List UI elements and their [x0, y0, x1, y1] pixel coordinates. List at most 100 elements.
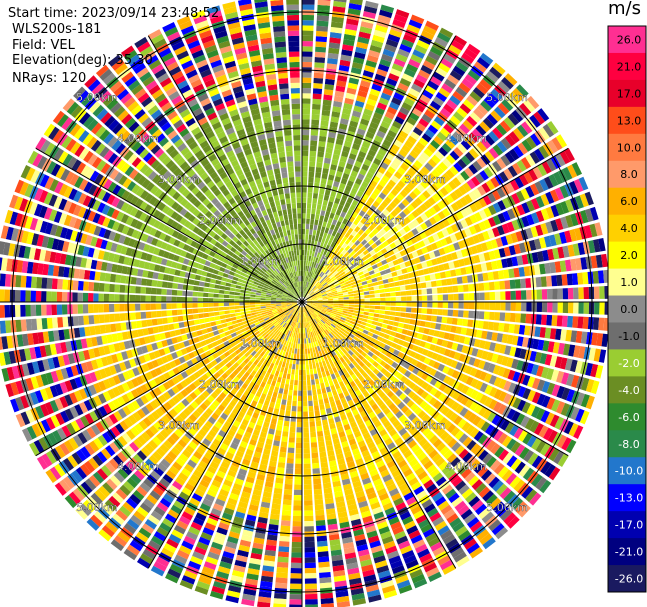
velocity-gate: [509, 279, 516, 289]
velocity-gate: [321, 237, 326, 244]
velocity-gate: [303, 307, 305, 313]
velocity-gate: [547, 288, 553, 300]
velocity-gate: [428, 266, 435, 274]
velocity-gate: [479, 170, 489, 181]
velocity-gate: [372, 333, 379, 340]
velocity-gate: [341, 49, 353, 57]
velocity-gate: [363, 311, 370, 316]
velocity-gate: [348, 175, 356, 183]
velocity-gate: [327, 201, 334, 208]
velocity-gate: [485, 179, 496, 191]
velocity-gate: [328, 300, 334, 302]
velocity-gate: [311, 114, 320, 121]
velocity-gate: [368, 270, 375, 276]
velocity-gate: [439, 559, 454, 571]
velocity-gate: [421, 302, 428, 308]
velocity-gate: [329, 465, 338, 472]
velocity-gate: [289, 583, 302, 590]
velocity-gate: [277, 393, 283, 400]
velocity-gate: [350, 392, 357, 400]
velocity-gate: [472, 86, 485, 99]
velocity-gate: [574, 195, 584, 209]
velocity-gate: [531, 212, 540, 224]
velocity-gate: [303, 437, 310, 443]
velocity-gate: [315, 46, 327, 53]
velocity-gate: [302, 4, 315, 10]
velocity-gate: [302, 77, 312, 83]
velocity-gate: [324, 381, 330, 388]
velocity-gate: [503, 116, 516, 129]
velocity-gate: [344, 213, 351, 221]
velocity-gate: [314, 288, 319, 293]
velocity-gate: [580, 257, 588, 270]
velocity-gate: [395, 501, 407, 511]
velocity-gate: [302, 317, 305, 323]
velocity-gate: [429, 100, 442, 111]
velocity-gate: [407, 168, 416, 177]
velocity-gate: [383, 225, 391, 233]
velocity-gate: [300, 307, 302, 313]
velocity-gate: [324, 189, 331, 196]
velocity-gate: [403, 172, 413, 181]
velocity-gate: [319, 231, 324, 238]
velocity-gate: [391, 432, 401, 442]
velocity-gate: [376, 346, 384, 353]
velocity-gate: [305, 229, 309, 235]
velocity-gate: [494, 526, 509, 540]
velocity-gate: [421, 246, 429, 254]
velocity-gate: [335, 501, 346, 508]
velocity-gate: [364, 0, 379, 9]
velocity-gate: [225, 595, 240, 604]
velocity-gate: [266, 539, 277, 546]
velocity-gate: [492, 480, 504, 492]
velocity-gate: [356, 259, 363, 265]
velocity-gate: [303, 281, 306, 287]
velocity-gate: [416, 263, 423, 270]
velocity-gate: [280, 366, 285, 373]
velocity-gate: [393, 239, 401, 247]
velocity-gate: [340, 211, 347, 218]
velocity-gate: [458, 258, 466, 267]
velocity-gate: [334, 283, 340, 287]
velocity-gate: [577, 272, 584, 285]
velocity-gate: [383, 217, 391, 225]
velocity-gate: [496, 333, 504, 343]
velocity-gate: [321, 318, 327, 323]
velocity-gate: [420, 213, 429, 222]
velocity-gate: [302, 103, 311, 110]
velocity-gate: [296, 317, 299, 323]
velocity-gate: [318, 350, 323, 357]
velocity-gate: [446, 398, 456, 408]
velocity-gate: [431, 337, 439, 345]
velocity-gate: [461, 52, 475, 64]
velocity-gate: [461, 275, 468, 284]
velocity-gate: [362, 249, 370, 256]
velocity-gate: [304, 348, 308, 355]
velocity-gate: [345, 283, 352, 288]
velocity-gate: [302, 150, 309, 156]
velocity-gate: [297, 395, 302, 402]
velocity-gate: [453, 293, 459, 301]
velocity-gate: [276, 467, 285, 474]
velocity-gate: [251, 494, 261, 502]
velocity-gate: [349, 278, 356, 283]
velocity-gate: [400, 545, 413, 555]
velocity-gate: [380, 375, 388, 383]
velocity-gate: [371, 83, 383, 92]
velocity-gate: [317, 0, 331, 6]
velocity-gate: [504, 312, 511, 322]
velocity-gate: [476, 57, 491, 69]
velocity-gate: [386, 77, 398, 87]
velocity-gate: [552, 342, 560, 354]
velocity-gate: [414, 466, 425, 476]
velocity-gate: [426, 260, 433, 267]
velocity-gate: [497, 270, 505, 280]
velocity-gate: [320, 178, 327, 185]
velocity-gate: [473, 61, 487, 73]
velocity-gate: [395, 455, 405, 464]
velocity-gate: [358, 252, 365, 259]
velocity-gate: [411, 228, 419, 236]
velocity-gate: [381, 187, 390, 196]
velocity-gate: [417, 410, 427, 419]
velocity-gate: [303, 275, 305, 282]
